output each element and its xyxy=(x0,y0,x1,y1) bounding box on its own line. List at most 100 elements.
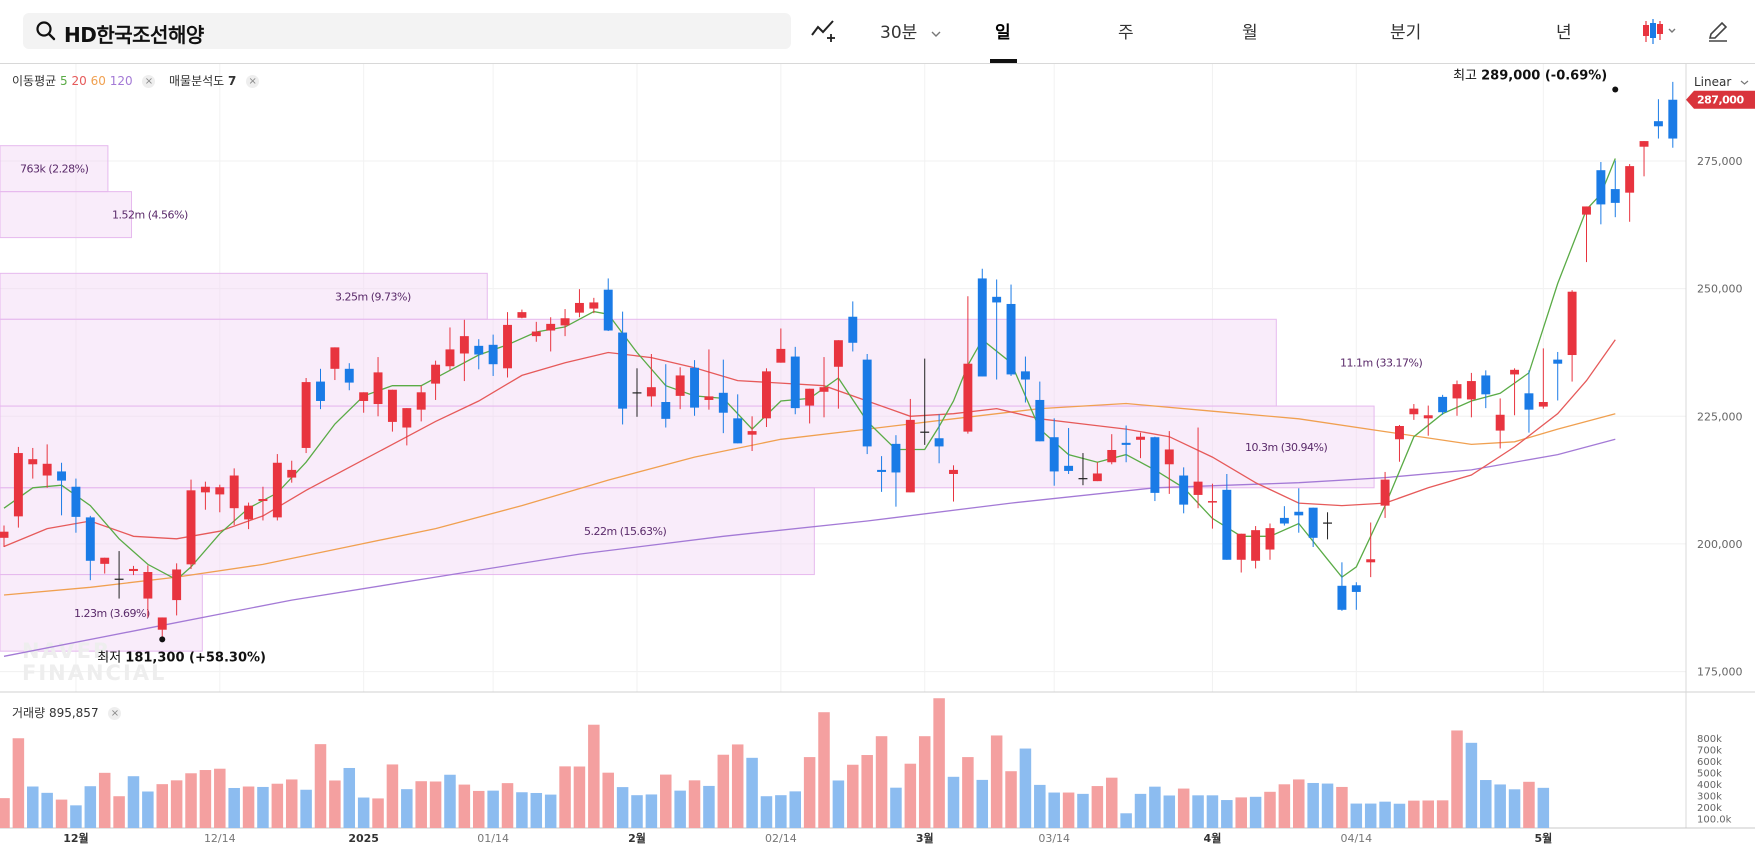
x-tick-label: 3월 xyxy=(916,831,934,845)
volume-bar xyxy=(1249,796,1262,828)
candle-body xyxy=(1596,170,1606,205)
candle-body xyxy=(1193,481,1203,495)
candle-body xyxy=(1395,425,1404,440)
candle-body xyxy=(1625,166,1635,193)
volume-profile-label: 11.1m (33.17%) xyxy=(1340,357,1422,370)
candle-body xyxy=(848,316,858,343)
interval-dropdown[interactable]: 30분 xyxy=(880,18,941,43)
x-tick-label: 5월 xyxy=(1534,831,1552,845)
volume-tick-label: 800k xyxy=(1697,734,1722,745)
low-annotation: 최저 181,300 (+58.30%) xyxy=(97,650,266,665)
candle-body xyxy=(316,381,325,401)
x-tick-label: 03/14 xyxy=(1038,832,1070,845)
candle-body xyxy=(560,318,570,326)
tab-day[interactable]: 일 xyxy=(995,23,1011,43)
candle-body xyxy=(905,419,915,493)
candle-body xyxy=(1265,528,1275,550)
candle-body xyxy=(1107,449,1117,463)
candle-body xyxy=(574,302,584,313)
candle-body xyxy=(1466,381,1476,400)
volume-bar xyxy=(962,757,974,828)
candle-body xyxy=(877,469,887,472)
chevron-down-icon xyxy=(1740,80,1749,85)
volume-profile-bar xyxy=(0,405,1375,489)
candle-body xyxy=(488,344,498,365)
search-input[interactable]: HD한국조선해양 xyxy=(64,23,204,47)
volume-tick-label: 300k xyxy=(1697,792,1722,803)
volume-bar xyxy=(1393,803,1406,828)
ma5-line xyxy=(3,158,1616,581)
candle-body xyxy=(445,349,455,367)
candle-body xyxy=(1136,436,1145,440)
volume-profile: 763k (2.28%) 1.52m (4.56%) 3.25m (9.73%) 11… xyxy=(0,145,1423,652)
volume-bar xyxy=(1048,792,1060,828)
tab-month[interactable]: 월 xyxy=(1242,23,1258,43)
volume-profile-label: 10.3m (30.94%) xyxy=(1245,441,1327,454)
volume-bar xyxy=(1408,800,1420,828)
volume-bar xyxy=(947,776,960,828)
x-tick-label: 2월 xyxy=(628,831,646,845)
candle-body xyxy=(920,431,930,433)
x-tick-label: 01/14 xyxy=(477,832,509,845)
volume-bar xyxy=(875,736,888,828)
candlestick-type-icon[interactable] xyxy=(1640,18,1680,46)
x-tick-label: 2025 xyxy=(348,832,379,845)
chart-grid xyxy=(0,64,1755,829)
close-vp-icon[interactable]: × xyxy=(246,75,260,88)
x-tick-label: 04/14 xyxy=(1340,832,1372,845)
volume-label: 거래량 xyxy=(12,706,46,720)
candle-body xyxy=(1653,121,1663,127)
candle-body xyxy=(603,289,613,331)
candle-body xyxy=(546,323,556,331)
volume-bar xyxy=(1091,786,1104,828)
high-annotation: 최고 289,000 (-0.69%) xyxy=(1453,69,1607,84)
volume-bar xyxy=(775,795,787,828)
close-volume-icon[interactable]: × xyxy=(108,707,122,720)
volume-legend[interactable]: 거래량 895,857 × xyxy=(12,704,122,721)
candle-body xyxy=(589,302,599,309)
close-ma-icon[interactable]: × xyxy=(142,75,156,88)
candle-body xyxy=(690,367,700,408)
y-tick-label: 225,000 xyxy=(1697,410,1743,423)
candle-body xyxy=(1510,369,1520,375)
volume-bar xyxy=(98,772,111,828)
volume-bar xyxy=(731,744,744,828)
volume-bar xyxy=(789,791,801,828)
volume-bar xyxy=(861,755,873,828)
candle-body xyxy=(1639,141,1649,147)
candle-body xyxy=(229,475,239,509)
volume-bar xyxy=(314,744,327,828)
volume-bar xyxy=(976,779,989,828)
tab-week[interactable]: 주 xyxy=(1118,23,1134,43)
candle-body xyxy=(0,531,9,538)
volume-value: 895,857 xyxy=(48,706,99,720)
watermark-line-2: FINANCIAL xyxy=(22,661,166,685)
candle-body xyxy=(330,347,340,369)
scale-dropdown[interactable]: Linear xyxy=(1694,75,1749,89)
candle-body xyxy=(172,569,182,601)
volume-bar xyxy=(588,724,600,828)
search-box[interactable]: HD한국조선해양 xyxy=(23,13,791,49)
ma-legend[interactable]: 이동평균 5 20 60 120 × xyxy=(12,72,156,89)
volume-bar xyxy=(1537,787,1550,828)
candle-body xyxy=(1323,522,1332,524)
tab-quarter[interactable]: 분기 xyxy=(1390,23,1422,43)
high-value: 289,000 (-0.69%) xyxy=(1481,69,1607,84)
vp-label: 매물분석도 xyxy=(169,74,225,88)
active-tab-indicator xyxy=(990,59,1017,63)
vp-legend[interactable]: 매물분석도 7 × xyxy=(169,72,260,89)
volume-bar xyxy=(1508,789,1521,828)
pencil-icon[interactable] xyxy=(1706,19,1730,43)
candle-body xyxy=(992,296,1002,303)
candle-body xyxy=(790,356,800,409)
volume-bar xyxy=(142,791,154,828)
candle-body xyxy=(459,336,469,354)
tab-year[interactable]: 년 xyxy=(1556,23,1572,43)
volume-bar xyxy=(544,794,557,828)
drawing-tool-icon[interactable] xyxy=(810,18,840,44)
volume-bar xyxy=(242,786,255,828)
candle-body xyxy=(1553,359,1563,364)
candle-body xyxy=(143,572,153,599)
